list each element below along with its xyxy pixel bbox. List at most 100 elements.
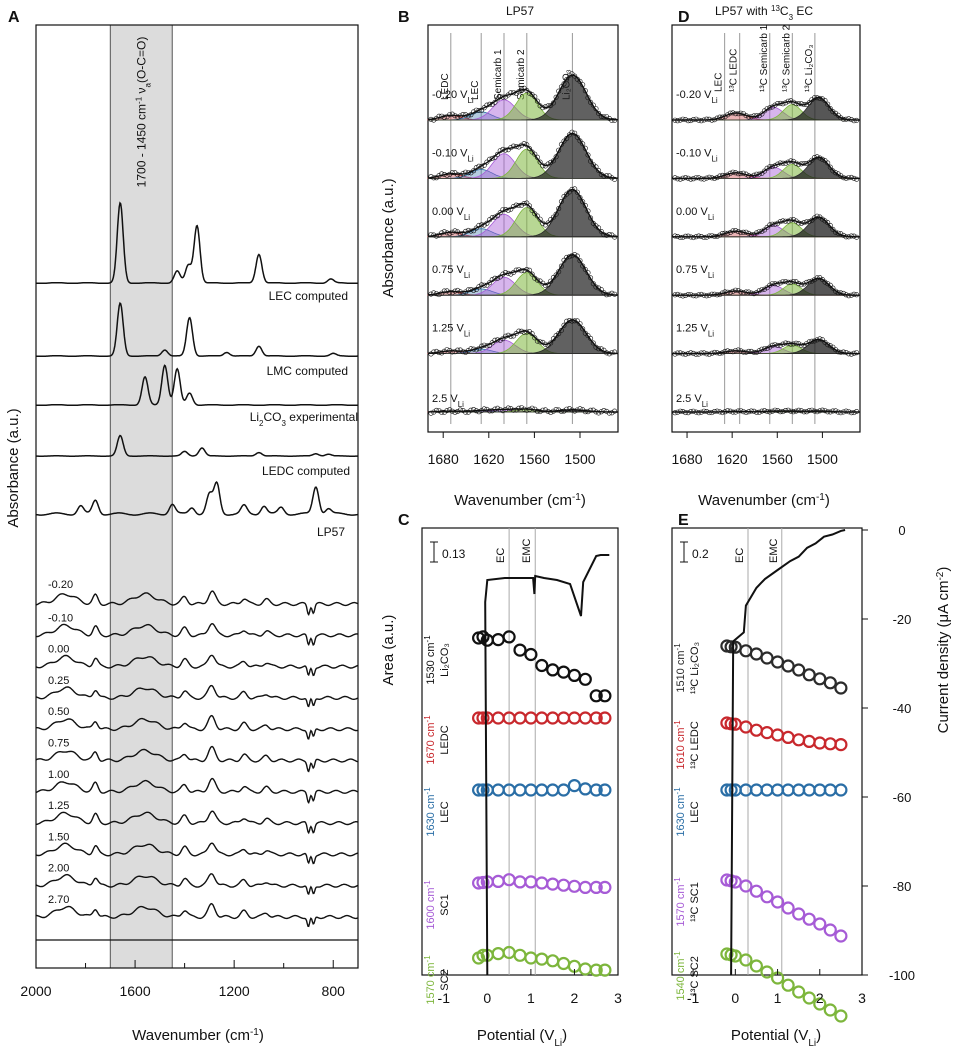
data-point [851,291,857,297]
data-point [804,161,810,167]
data-point [574,407,580,413]
data-point [754,409,760,415]
data-point [693,116,699,122]
data-point [492,275,498,281]
data-point [537,216,543,222]
data-point [585,208,591,214]
data-point [690,235,696,241]
data-point [709,233,715,239]
area-point [781,901,795,915]
data-point [566,189,572,195]
potential-label: -0.10 [48,612,73,624]
data-point [693,351,699,357]
data-point [709,117,715,123]
data-point [558,199,564,205]
data-point [677,292,683,298]
data-point [785,218,791,224]
a-ylabel: Absorbance (a.u.) [5,408,22,527]
data-point [476,163,482,169]
data-point [500,207,506,213]
y2-tick-label: -60 [893,790,912,805]
data-point [598,346,604,352]
axes-box [671,527,863,976]
data-point [688,176,694,182]
data-point [481,282,487,288]
data-point [743,229,749,235]
data-point [811,338,817,344]
data-point [732,287,738,293]
area-point [578,880,592,895]
data-point [798,282,804,288]
potential-label: 0.00 VLi [676,206,714,222]
area-point [813,783,827,797]
data-point [685,291,691,297]
data-point [585,409,591,415]
area-point [491,711,505,725]
data-point [534,154,540,160]
data-point [532,335,538,341]
data-point [780,218,786,224]
data-point [561,81,567,87]
data-point [550,274,556,280]
data-point [682,292,688,298]
data-point [817,408,823,414]
data-point [806,100,812,106]
data-point [604,292,610,298]
x-tick-label: -1 [687,990,700,1006]
data-point [497,337,503,343]
data-point [811,215,817,221]
area-point [792,783,806,797]
data-point [566,406,572,412]
data-point [688,118,694,124]
data-point [819,96,825,102]
data-point [561,138,567,144]
data-point [682,175,688,181]
data-point [510,407,516,413]
data-point [825,101,831,107]
data-point [851,175,857,181]
d-title: LP57 with 13C3 EC [715,4,813,22]
potential-label: 2.5 VLi [676,393,708,409]
data-point [854,408,860,414]
y2-tick-label: 0 [898,523,905,538]
potential-spectrum-line [36,902,358,928]
data-point [680,351,686,357]
data-point [827,343,833,349]
data-point [677,176,683,182]
data-point [796,101,802,107]
data-point [725,348,731,354]
data-point [455,347,461,353]
data-point [524,88,530,94]
data-point [590,102,596,108]
data-point [585,333,591,339]
data-point [788,341,794,347]
data-point [777,342,783,348]
data-point [814,154,820,160]
data-point [711,176,717,182]
data-point [790,99,796,105]
data-point [754,113,760,119]
data-point [764,345,770,351]
data-point [672,351,678,357]
data-point [690,176,696,182]
data-point [835,409,841,415]
data-point [529,331,535,337]
area-point [567,668,582,683]
data-point [830,109,836,115]
x-tick-label: 1500 [807,451,838,467]
data-point [759,287,765,293]
data-point [785,98,791,104]
potential-label: -0.10 VLi [676,147,718,163]
peak-label: LEDC [440,73,451,100]
data-point [843,175,849,181]
data-point [764,285,770,291]
x-tick-label: 800 [322,983,346,999]
data-point [819,407,825,413]
data-point [471,346,477,352]
data-point [553,406,559,412]
data-point [452,228,458,234]
area-point [578,782,592,796]
data-point [827,409,833,415]
axes-box [427,24,619,433]
potential-subscript: Li [464,271,470,280]
